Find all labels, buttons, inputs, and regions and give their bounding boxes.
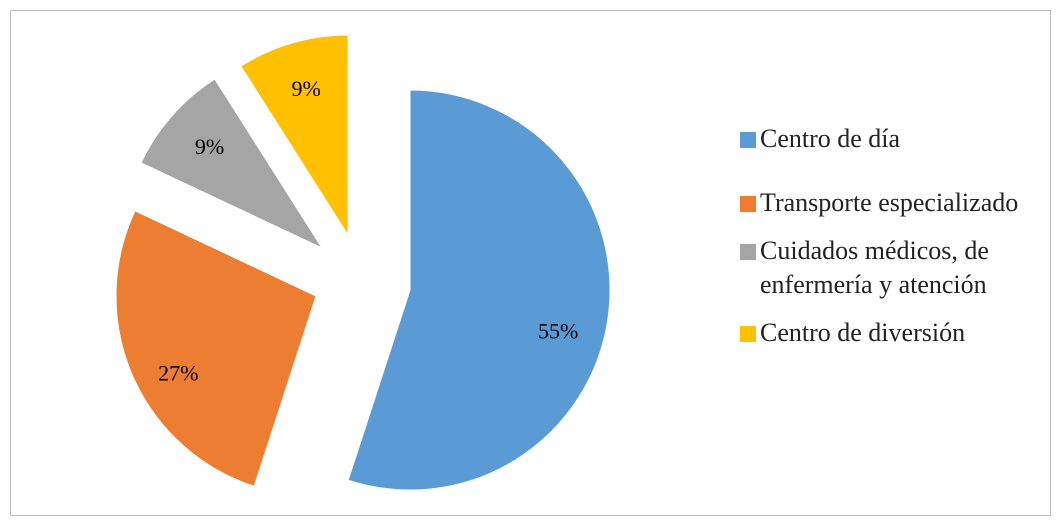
legend-item: Cuidados médicos, de enfermería y atenci… xyxy=(740,234,1050,302)
legend-label: Transporte especializado xyxy=(760,188,1019,217)
pie-slice xyxy=(347,89,611,491)
data-label: 9% xyxy=(291,76,320,101)
legend-item: Transporte especializado xyxy=(740,186,1050,220)
legend-swatch xyxy=(740,326,756,342)
pie-slice xyxy=(140,78,324,250)
legend-item: Centro de día xyxy=(740,122,1050,156)
legend-label: Centro de día xyxy=(760,124,901,153)
legend-label: Centro de diversión xyxy=(760,318,966,347)
legend-item: Centro de diversión xyxy=(740,316,1050,350)
data-label: 27% xyxy=(158,361,198,386)
legend: Centro de día Transporte especializado Cui… xyxy=(740,122,1050,350)
pie-slice xyxy=(240,34,349,237)
legend-swatch xyxy=(740,196,756,212)
legend-label: Cuidados médicos, de enfermería y atenci… xyxy=(760,236,989,299)
data-label: 55% xyxy=(538,319,578,344)
legend-swatch xyxy=(740,132,756,148)
legend-swatch xyxy=(740,244,756,260)
pie-slice xyxy=(115,210,317,487)
data-label: 9% xyxy=(195,134,224,159)
